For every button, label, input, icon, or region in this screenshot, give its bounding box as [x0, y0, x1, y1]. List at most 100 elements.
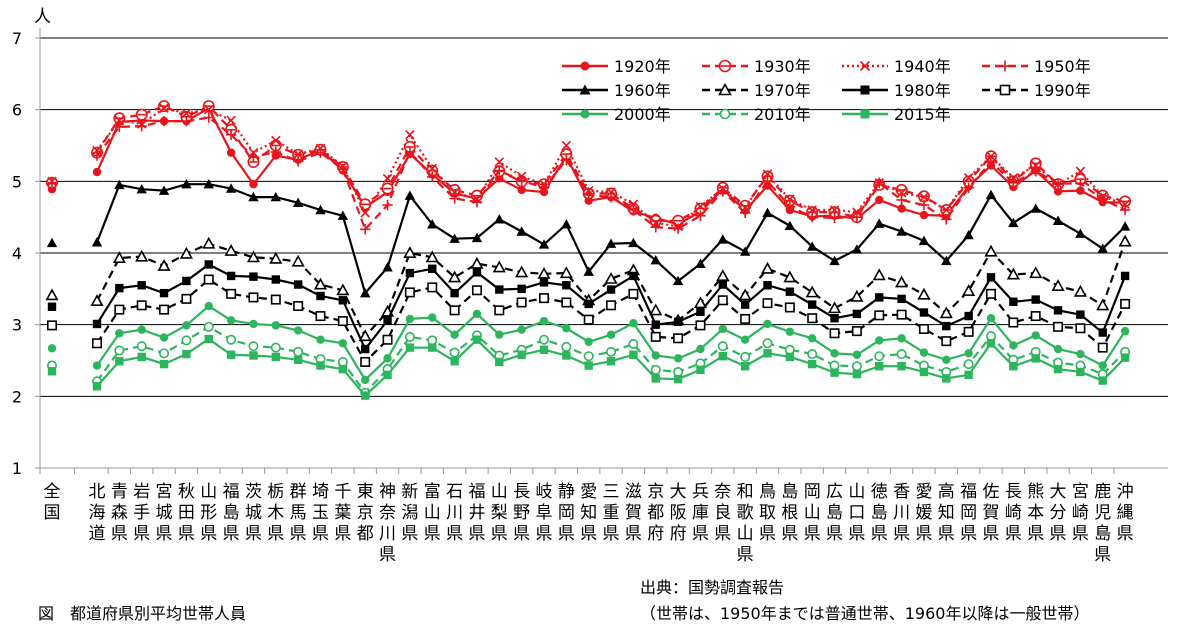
- data-point: [427, 163, 438, 174]
- data-point: [1031, 295, 1040, 304]
- data-point: [181, 179, 192, 189]
- data-point: [875, 195, 884, 205]
- data-point: [717, 295, 728, 306]
- data-point: [45, 288, 59, 301]
- data-point: [762, 176, 773, 187]
- x-tick-label: 滋賀県: [625, 482, 642, 544]
- data-point: [203, 274, 214, 285]
- x-tick-label: 香川県: [893, 482, 910, 544]
- data-point: [1075, 166, 1086, 177]
- data-point: [292, 156, 304, 167]
- data-point: [382, 173, 393, 184]
- data-point: [606, 285, 616, 294]
- data-point: [358, 329, 372, 342]
- data-point: [516, 226, 527, 236]
- data-point: [1009, 297, 1018, 306]
- data-point: [226, 316, 236, 325]
- data-point: [204, 260, 213, 269]
- data-point: [517, 185, 526, 195]
- data-point: [561, 140, 572, 151]
- data-point: [516, 175, 527, 186]
- series-2015年: [47, 334, 1130, 400]
- data-point: [1120, 271, 1130, 281]
- data-point: [159, 348, 170, 359]
- data-point: [1097, 194, 1108, 205]
- data-point: [872, 268, 886, 281]
- data-point: [561, 219, 572, 229]
- data-point: [604, 271, 618, 284]
- legend-marker: [999, 84, 1011, 96]
- data-point: [137, 281, 146, 290]
- data-point: [337, 210, 349, 220]
- legend-marker: [860, 85, 870, 95]
- data-point: [964, 370, 973, 380]
- data-point: [136, 300, 147, 311]
- data-point: [383, 370, 392, 380]
- data-point: [1076, 310, 1085, 319]
- data-point: [874, 351, 885, 362]
- data-point: [159, 103, 169, 113]
- y-axis-unit-label: 人: [34, 7, 51, 27]
- data-point: [246, 250, 261, 263]
- y-tick-label: 2: [12, 387, 22, 406]
- x-tick-label: 宮崎県: [1072, 482, 1089, 544]
- data-point: [963, 182, 974, 193]
- data-point: [895, 275, 909, 288]
- data-point: [91, 237, 103, 247]
- data-point: [649, 303, 663, 316]
- data-point: [896, 309, 907, 320]
- axes: [35, 28, 1168, 474]
- data-point: [897, 334, 906, 343]
- x-tick-label: 静岡県: [558, 482, 575, 544]
- data-point: [1076, 349, 1085, 359]
- data-point: [941, 255, 952, 266]
- data-point: [360, 208, 370, 218]
- data-point: [562, 351, 571, 360]
- x-tick-label: 全国: [44, 482, 61, 523]
- data-point: [985, 189, 997, 200]
- data-point: [47, 344, 57, 353]
- data-point: [404, 146, 416, 158]
- legend-item: 1970年: [702, 81, 811, 100]
- data-point: [202, 236, 216, 249]
- data-point: [316, 361, 325, 370]
- data-point: [918, 199, 930, 211]
- data-point: [1096, 298, 1110, 311]
- data-point: [628, 204, 639, 216]
- data-point: [405, 268, 415, 278]
- data-point: [740, 351, 751, 362]
- data-point: [338, 364, 348, 374]
- data-point: [114, 121, 125, 133]
- data-point: [807, 211, 818, 223]
- x-tick-label: 石川県: [446, 482, 463, 544]
- data-point: [492, 260, 506, 273]
- series-line: [96, 107, 1126, 228]
- data-point: [829, 255, 840, 266]
- data-point: [383, 316, 392, 325]
- legend-marker: [860, 109, 870, 119]
- y-tick-label: 6: [12, 101, 22, 120]
- data-point: [226, 271, 236, 281]
- data-point: [807, 313, 818, 324]
- legend-marker: [999, 60, 1011, 72]
- data-point: [1120, 326, 1130, 336]
- data-point: [226, 334, 237, 345]
- data-point: [696, 365, 705, 375]
- data-point: [361, 391, 370, 400]
- data-point: [46, 237, 58, 248]
- data-point: [651, 320, 660, 329]
- data-point: [114, 345, 125, 356]
- data-point: [338, 339, 348, 348]
- data-point: [337, 356, 348, 367]
- x-tick-label: 山梨県: [491, 482, 508, 544]
- data-point: [136, 341, 147, 352]
- data-point: [1009, 362, 1018, 371]
- data-point: [763, 349, 772, 358]
- data-point: [628, 288, 639, 299]
- data-point: [760, 261, 775, 274]
- data-point: [1053, 364, 1063, 374]
- data-point: [1098, 376, 1107, 385]
- data-point: [985, 156, 997, 168]
- data-point: [270, 191, 281, 202]
- y-tick-label: 4: [12, 244, 22, 263]
